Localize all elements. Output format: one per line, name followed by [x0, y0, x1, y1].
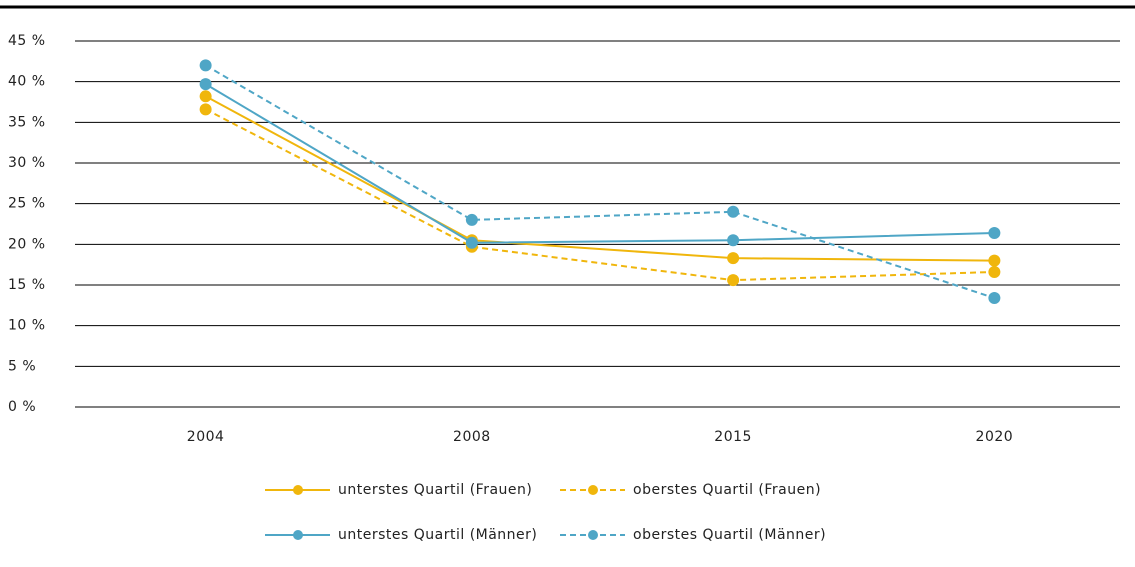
y-tick-label: 15 % — [8, 277, 46, 293]
y-tick-label: 0 % — [8, 399, 36, 415]
legend-label: unterstes Quartil (Männer) — [338, 527, 537, 543]
data-point — [727, 252, 740, 265]
data-point — [199, 78, 212, 91]
y-tick-label: 40 % — [8, 74, 46, 90]
data-point — [199, 90, 212, 103]
series-line — [205, 64, 995, 299]
data-point — [199, 103, 212, 116]
data-point — [988, 265, 1001, 278]
y-tick-label: 35 % — [8, 114, 46, 130]
data-point — [988, 226, 1001, 239]
data-point — [988, 292, 1001, 305]
x-tick-label: 2008 — [453, 429, 491, 445]
legend-marker — [293, 530, 303, 540]
data-point — [727, 205, 740, 218]
legend-label: unterstes Quartil (Frauen) — [338, 482, 532, 498]
y-tick-label: 30 % — [8, 155, 46, 171]
data-point — [727, 234, 740, 247]
y-tick-label: 10 % — [8, 318, 46, 334]
x-tick-label: 2004 — [187, 429, 225, 445]
y-tick-label: 5 % — [8, 358, 36, 374]
legend-marker — [293, 485, 303, 495]
series-line — [205, 83, 995, 244]
data-point — [988, 254, 1001, 267]
series-line — [205, 108, 995, 282]
legend-marker — [588, 485, 598, 495]
data-point — [199, 59, 212, 72]
x-tick-label: 2020 — [976, 429, 1014, 445]
x-tick-label: 2015 — [714, 429, 752, 445]
data-point — [465, 236, 478, 249]
legend-label: oberstes Quartil (Frauen) — [633, 482, 821, 498]
data-point — [465, 213, 478, 226]
y-tick-label: 45 % — [8, 33, 46, 49]
legend-label: oberstes Quartil (Männer) — [633, 527, 826, 543]
legend-marker — [588, 530, 598, 540]
series-line — [205, 95, 995, 262]
y-tick-label: 25 % — [8, 196, 46, 212]
data-point — [727, 274, 740, 287]
y-tick-label: 20 % — [8, 236, 46, 252]
